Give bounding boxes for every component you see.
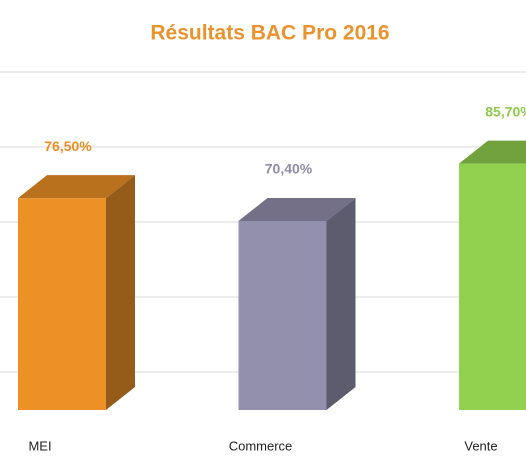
- value-label: 76,50%: [44, 138, 92, 154]
- bar-top: [18, 175, 135, 199]
- bar-side: [326, 198, 356, 410]
- value-label: 70,40%: [265, 161, 313, 177]
- bar-top: [459, 140, 526, 164]
- bar: [459, 140, 526, 410]
- bar-front: [18, 198, 106, 410]
- chart-title: Résultats BAC Pro 2016: [150, 22, 389, 45]
- bar-top: [238, 198, 356, 221]
- x-tick-label: Commerce: [229, 438, 293, 453]
- bar-side: [106, 175, 135, 410]
- x-tick-label: Vente: [464, 438, 497, 453]
- x-tick-label: MEI: [28, 438, 51, 453]
- bar-front: [238, 221, 327, 410]
- value-label: 85,70%: [485, 103, 526, 119]
- bar: [18, 175, 135, 410]
- bar: [238, 198, 356, 410]
- bar-front: [459, 163, 526, 410]
